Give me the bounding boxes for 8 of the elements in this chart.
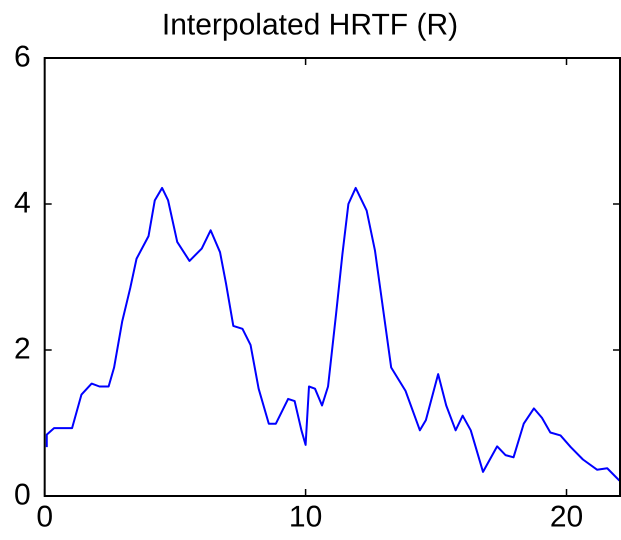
- chart-title: Interpolated HRTF (R): [162, 8, 458, 42]
- x-tick-label: 0: [36, 500, 54, 534]
- x-tick-label: 10: [288, 500, 322, 534]
- y-tick-label: 6: [14, 40, 31, 74]
- y-tick-label: 4: [14, 186, 31, 220]
- y-tick-label: 0: [14, 478, 31, 512]
- y-tick-label: 2: [14, 332, 31, 366]
- x-tick-label: 20: [550, 500, 584, 534]
